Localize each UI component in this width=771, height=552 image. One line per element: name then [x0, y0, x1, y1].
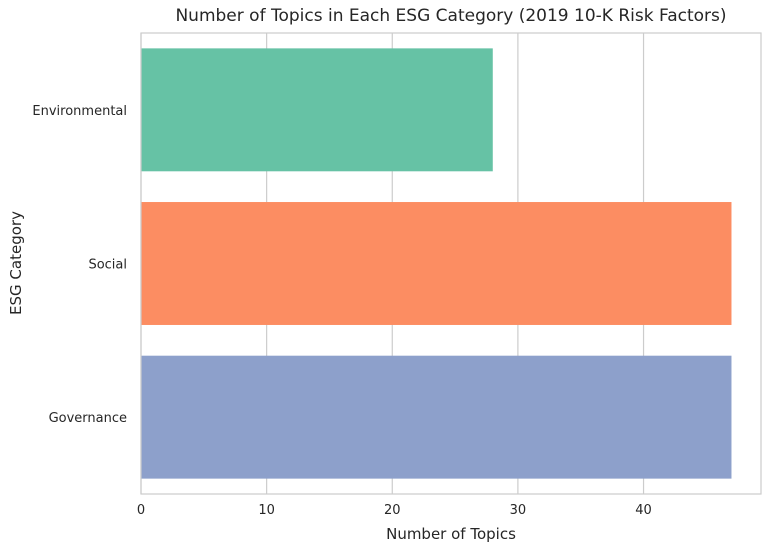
- x-tick-label: 20: [384, 503, 401, 518]
- x-tick-label: 30: [510, 503, 527, 518]
- bar-environmental: [141, 48, 493, 172]
- y-axis-label: ESG Category: [7, 211, 25, 315]
- x-axis-label: Number of Topics: [386, 525, 516, 543]
- y-tick-label-social: Social: [88, 258, 127, 273]
- bars: [141, 48, 732, 479]
- bar-governance: [141, 355, 732, 479]
- plot-frame: [140, 32, 762, 495]
- chart-title: Number of Topics in Each ESG Category (2…: [175, 6, 726, 26]
- x-tick-labels: 0 10 20 30 40: [137, 503, 652, 518]
- y-tick-label-environmental: Environmental: [32, 104, 127, 119]
- bar-social: [141, 202, 732, 325]
- y-tick-labels: Environmental Social Governance: [32, 104, 127, 426]
- x-tick-label: 10: [258, 503, 275, 518]
- x-tick-label: 0: [137, 503, 145, 518]
- y-tick-label-governance: Governance: [49, 411, 127, 426]
- x-tick-label: 40: [635, 503, 652, 518]
